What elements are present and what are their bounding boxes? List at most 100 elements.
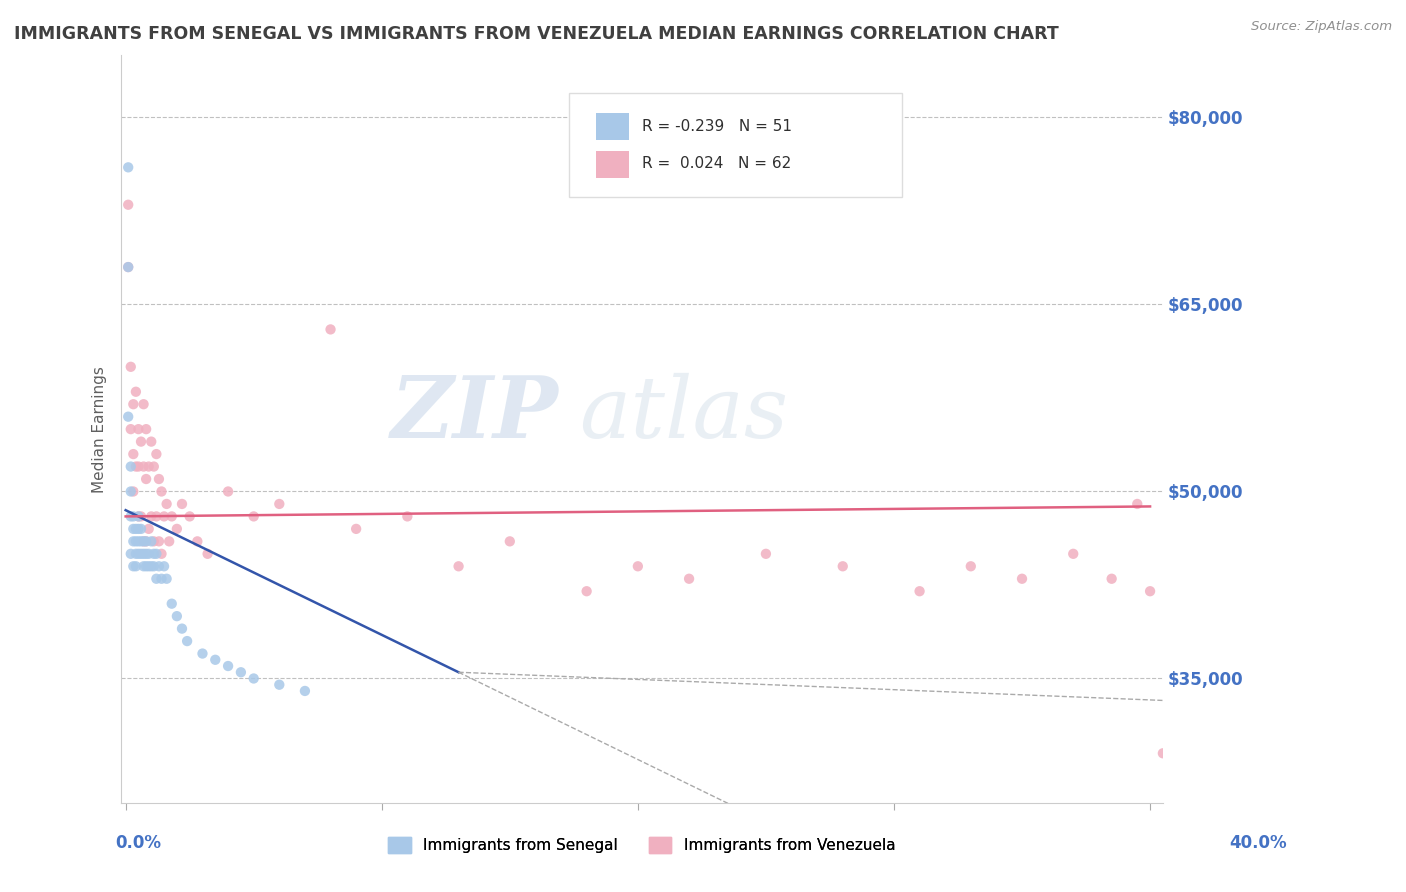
Point	[1101, 572, 1123, 586]
Point	[117, 198, 139, 212]
Point	[132, 534, 155, 549]
Point	[135, 547, 157, 561]
Point	[141, 559, 163, 574]
Point	[242, 509, 264, 524]
Point	[120, 422, 142, 436]
Point	[197, 547, 219, 561]
Point	[1139, 584, 1161, 599]
Point	[142, 459, 165, 474]
Text: R =  0.024   N = 62: R = 0.024 N = 62	[641, 156, 792, 171]
Point	[117, 260, 139, 274]
Point	[156, 572, 179, 586]
Text: R = -0.239   N = 51: R = -0.239 N = 51	[641, 119, 792, 134]
Point	[179, 509, 201, 524]
Point	[132, 559, 155, 574]
Point	[217, 484, 239, 499]
Point	[117, 161, 139, 175]
Point	[150, 484, 173, 499]
Point	[129, 534, 152, 549]
Point	[166, 609, 188, 624]
Point	[122, 447, 145, 461]
Point	[170, 622, 193, 636]
Point	[148, 472, 170, 486]
Point	[141, 434, 163, 449]
Point	[142, 534, 165, 549]
Point	[129, 522, 152, 536]
Point	[204, 653, 226, 667]
Point	[132, 397, 155, 411]
Point	[150, 547, 173, 561]
Point	[138, 522, 160, 536]
Point	[120, 547, 142, 561]
Point	[127, 547, 149, 561]
FancyBboxPatch shape	[596, 113, 630, 140]
Point	[150, 572, 173, 586]
Point	[157, 534, 180, 549]
Point	[294, 684, 316, 698]
Point	[755, 547, 778, 561]
Point	[242, 672, 264, 686]
Point	[135, 534, 157, 549]
Y-axis label: Median Earnings: Median Earnings	[93, 366, 107, 492]
Point	[142, 547, 165, 561]
Point	[160, 509, 183, 524]
FancyBboxPatch shape	[569, 93, 903, 197]
Point	[627, 559, 650, 574]
Point	[127, 522, 149, 536]
Text: 40.0%: 40.0%	[1230, 834, 1286, 852]
Point	[127, 509, 149, 524]
FancyBboxPatch shape	[596, 151, 630, 178]
Point	[120, 359, 142, 374]
Point	[125, 522, 148, 536]
Point	[125, 459, 148, 474]
Point	[138, 547, 160, 561]
Point	[122, 509, 145, 524]
Point	[319, 322, 342, 336]
Point	[125, 547, 148, 561]
Point	[1011, 572, 1033, 586]
Point	[908, 584, 931, 599]
Point	[122, 522, 145, 536]
Point	[127, 422, 149, 436]
Point	[127, 459, 149, 474]
Point	[160, 597, 183, 611]
Text: ZIP: ZIP	[391, 373, 558, 456]
Point	[156, 497, 179, 511]
Point	[132, 534, 155, 549]
Point	[135, 534, 157, 549]
Point	[120, 459, 142, 474]
Point	[344, 522, 367, 536]
Point	[831, 559, 853, 574]
Point	[141, 534, 163, 549]
Point	[145, 547, 167, 561]
Point	[127, 534, 149, 549]
Point	[135, 472, 157, 486]
Point	[132, 547, 155, 561]
Point	[176, 634, 198, 648]
Text: IMMIGRANTS FROM SENEGAL VS IMMIGRANTS FROM VENEZUELA MEDIAN EARNINGS CORRELATION: IMMIGRANTS FROM SENEGAL VS IMMIGRANTS FR…	[14, 25, 1059, 43]
Point	[575, 584, 598, 599]
Point	[125, 384, 148, 399]
Point	[129, 434, 152, 449]
Point	[117, 409, 139, 424]
Point	[135, 559, 157, 574]
Point	[678, 572, 700, 586]
Point	[148, 559, 170, 574]
Text: Source: ZipAtlas.com: Source: ZipAtlas.com	[1251, 20, 1392, 33]
Point	[129, 547, 152, 561]
Point	[145, 447, 167, 461]
Point	[120, 509, 142, 524]
Point	[132, 459, 155, 474]
Point	[138, 459, 160, 474]
Point	[129, 509, 152, 524]
Point	[229, 665, 252, 680]
Point	[153, 509, 176, 524]
Point	[142, 559, 165, 574]
Point	[141, 509, 163, 524]
Point	[122, 534, 145, 549]
Point	[127, 509, 149, 524]
Point	[1062, 547, 1084, 561]
Point	[170, 497, 193, 511]
Point	[186, 534, 208, 549]
Point	[166, 522, 188, 536]
